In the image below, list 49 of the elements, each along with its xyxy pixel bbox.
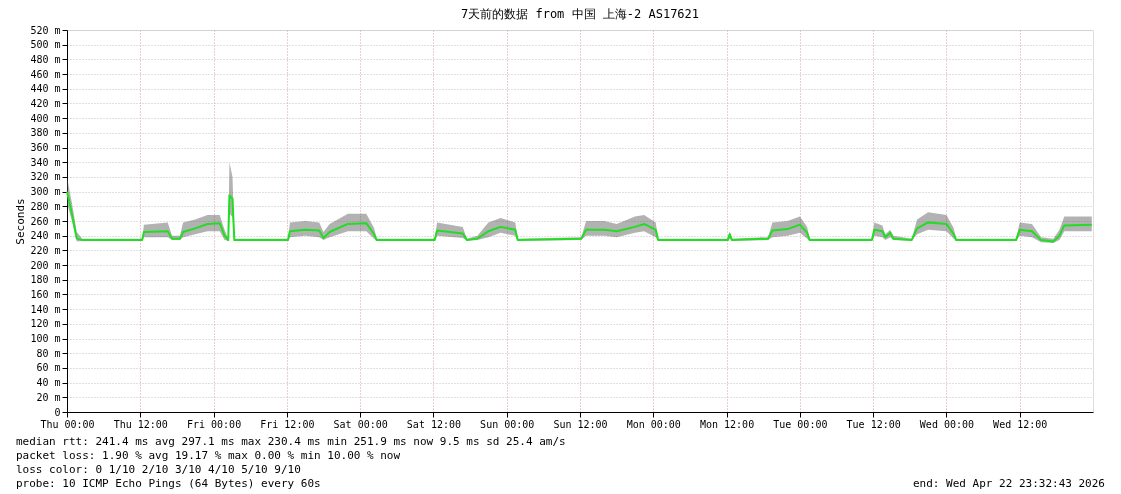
y-tick-label: 140 m bbox=[30, 303, 61, 315]
x-tick-label: Mon 12:00 bbox=[699, 418, 755, 430]
x-tick-label: Fri 00:00 bbox=[186, 418, 242, 430]
text: loss color: 0 1/10 2/10 3/10 4/10 5/10 9/10 bbox=[16, 463, 301, 476]
y-tick-label: 420 m bbox=[30, 97, 61, 109]
x-tick-label: Fri 12:00 bbox=[260, 418, 315, 430]
y-tick-label: 100 m bbox=[30, 333, 61, 345]
line-series bbox=[66, 190, 1093, 243]
y-tick-label: 240 m bbox=[30, 230, 61, 242]
y-tick-label: 520 m bbox=[30, 24, 61, 36]
y-tick-label: 280 m bbox=[30, 200, 61, 212]
y-tick-label: 480 m bbox=[30, 53, 61, 65]
text: end: Wed Apr 22 23:32:43 2026 bbox=[912, 477, 1105, 490]
text: median rtt: 241.4 ms avg 297.1 ms max 230.4 ms min 251.9 ms now 9.5 ms sd 25.4 am/s bbox=[16, 435, 566, 448]
y-tick-label: 60 m bbox=[36, 362, 61, 374]
y-tick-label: 380 m bbox=[30, 127, 61, 139]
x-tick-label: Sun 12:00 bbox=[553, 418, 608, 430]
x-tick-label: Sat 12:00 bbox=[406, 418, 462, 430]
x-tick-label: Tue 00:00 bbox=[773, 418, 828, 430]
y-tick-label: 40 m bbox=[36, 377, 61, 389]
y-axis-title: Seconds bbox=[14, 198, 28, 245]
y-tick-label: 400 m bbox=[30, 112, 61, 124]
y-tick-label: 320 m bbox=[30, 171, 61, 183]
y-tick-label: 500 m bbox=[30, 39, 61, 51]
text: probe: 10 ICMP Echo Pings (64 Bytes) every 60s bbox=[16, 477, 321, 490]
y-tick-label: 260 m bbox=[30, 215, 61, 227]
x-tick-label: Thu 00:00 bbox=[40, 418, 95, 430]
x-tick-label: Mon 00:00 bbox=[626, 418, 681, 430]
x-tick-label: Thu 12:00 bbox=[113, 418, 168, 430]
y-tick-label: 300 m bbox=[30, 186, 61, 198]
y-tick-label: 80 m bbox=[36, 347, 61, 359]
text: packet loss: 1.90 % avg 19.17 % max 0.00 % min 10.00 % now bbox=[16, 449, 401, 462]
y-tick-label: 460 m bbox=[30, 68, 61, 80]
y-tick-label: 160 m bbox=[30, 288, 61, 300]
x-tick-label: Wed 00:00 bbox=[919, 418, 975, 430]
x-tick-label: Sat 00:00 bbox=[333, 418, 388, 430]
y-tick-label: 440 m bbox=[30, 83, 61, 95]
x-tick-label: Sun 00:00 bbox=[480, 418, 535, 430]
y-tick-label: 340 m bbox=[30, 156, 61, 168]
x-tick-label: Wed 12:00 bbox=[993, 418, 1048, 430]
y-tick-label: 20 m bbox=[36, 391, 61, 403]
y-tick-label: 360 m bbox=[30, 142, 61, 154]
y-tick-label: 120 m bbox=[30, 318, 61, 330]
chart-title: 7天前的数据 from 中国 上海-2 AS17621 bbox=[460, 7, 700, 21]
y-tick-label: 180 m bbox=[30, 274, 61, 286]
y-tick-label: 200 m bbox=[30, 259, 61, 271]
x-tick-label: Tue 12:00 bbox=[846, 418, 901, 430]
y-tick-label: 220 m bbox=[30, 244, 61, 256]
y-tick-label: 0 bbox=[54, 406, 61, 418]
